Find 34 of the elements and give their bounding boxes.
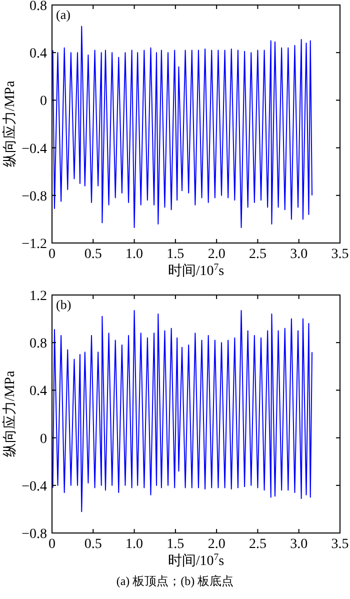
x-tick-label: 2.5 [248, 537, 266, 552]
x-tick-label: 1.0 [126, 537, 144, 552]
y-tick-label: −0.8 [22, 527, 47, 542]
x-tick-label: 2.5 [248, 247, 266, 262]
x-tick-label: 2.0 [208, 537, 226, 552]
x-axis-title: 时间/10$^{7}$s [168, 552, 224, 569]
y-tick-label: 0.8 [30, 0, 47, 14]
y-tick-label: 0.4 [30, 384, 47, 400]
y-tick-label: −0.4 [22, 479, 47, 494]
x-tick-label: 0.5 [84, 537, 102, 552]
y-axis-title: 纵向应力/MPa [2, 370, 18, 458]
y-tick-label: −0.8 [22, 189, 47, 204]
x-tick-label: 3.5 [331, 247, 349, 262]
y-tick-label: −1.2 [22, 237, 47, 252]
y-axis-title: 纵向应力/MPa [2, 80, 18, 168]
x-tick-label: 0.5 [84, 247, 102, 262]
y-tick-label: 1.2 [30, 289, 47, 304]
x-tick-label: 3.0 [290, 247, 308, 262]
x-tick-label: 1.0 [126, 247, 144, 262]
x-tick-label: 1.5 [166, 537, 184, 552]
y-tick-label: 0 [40, 94, 47, 110]
chart-title: (b) [56, 297, 72, 312]
line-series [52, 26, 313, 228]
y-tick-label: 0.8 [30, 336, 47, 352]
x-axis-title: 时间/10$^{7}$s [168, 262, 224, 279]
x-tick-label: 1.5 [166, 247, 184, 262]
text: (a) 板顶点；(b) 板底点 [116, 574, 234, 588]
y-tick-label: 0.4 [30, 46, 47, 62]
y-tick-label: 0 [40, 432, 47, 447]
x-tick-label: 2.0 [208, 247, 226, 262]
chart-title: (a) [56, 7, 70, 22]
x-tick-label: 3.0 [290, 537, 308, 552]
y-tick-label: −0.4 [22, 142, 47, 157]
x-tick-label: 3.5 [331, 537, 349, 552]
